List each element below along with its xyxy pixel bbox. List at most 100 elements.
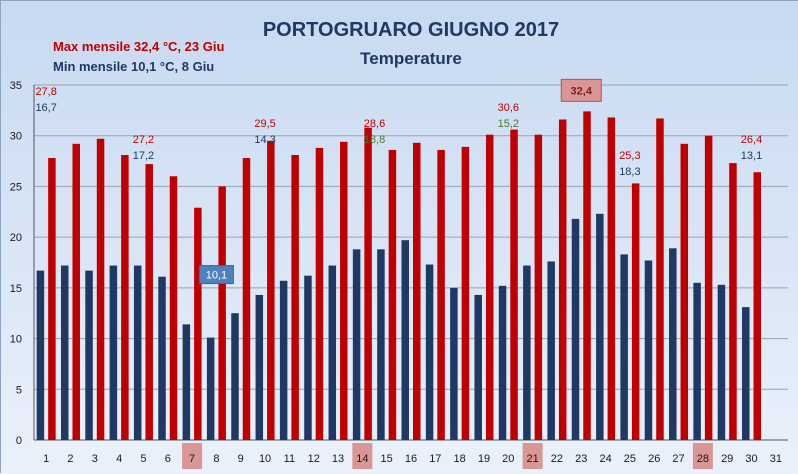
y-tick-label: 0 [16,435,22,447]
min-temperature-bar [279,280,288,440]
x-tick-label: 25 [624,453,636,465]
x-tick-label: 26 [648,453,660,465]
data-label: 28,6 [364,118,385,130]
data-label: 14,3 [254,134,275,146]
x-tick-label: 13 [332,453,344,465]
data-label: 30,6 [498,102,519,114]
max-temperature-bar [607,117,616,440]
max-temperature-bar [96,138,105,440]
x-tick-label: 8 [213,453,219,465]
min-temperature-bar [644,260,653,440]
max-temperature-bar [583,111,591,440]
max-temperature-bar [461,146,470,440]
max-temperature-bar [729,163,737,440]
data-label: 27,8 [35,86,56,98]
min-temperature-bar [547,261,555,440]
min-temperature-bar [474,294,482,440]
max-temperature-bar [631,183,640,440]
max-temperature-bar [291,154,299,440]
x-tick-label: 18 [454,453,466,465]
max-temperature-bar [315,147,324,440]
x-tick-label: 31 [770,453,782,465]
highlight-layer [182,443,713,469]
max-temperature-bar [364,127,372,440]
highlight-day-box [692,443,713,469]
max-temperature-bar [388,149,397,440]
callout-box [560,78,602,102]
data-label: 25,3 [619,150,640,162]
min-temperature-bar [498,285,507,440]
x-tick-label: 1 [43,453,49,465]
x-tick-label: 20 [502,453,514,465]
data-label: 26,4 [741,134,762,146]
x-tick-label: 12 [308,453,320,465]
x-tick-label: 24 [599,453,611,465]
min-temperature-bar [425,264,434,440]
highlight-day-box [522,443,543,469]
x-tick-label: 23 [575,453,587,465]
x-tick-label: 22 [551,453,563,465]
min-temperature-bar [304,275,312,440]
x-tick-label: 29 [721,453,733,465]
max-temperature-bar [169,176,178,441]
callout-label: 10,1 [206,270,227,282]
x-tick-label: 10 [259,453,271,465]
y-tick-label: 30 [10,131,22,143]
max-temperature-bar [510,129,518,440]
min-temperature-bar [620,254,628,440]
x-tick-label: 14 [356,453,368,465]
min-temperature-bar [36,270,45,440]
max-temperature-bar [267,140,275,441]
min-temperature-bar [377,249,385,440]
x-tick-label: 7 [189,453,195,465]
max-temperature-bar [413,142,421,441]
min-temperature-bar [133,265,142,440]
max-temperature-bar [121,154,129,440]
max-temperature-bar [680,143,689,441]
x-tick-label: 6 [165,453,171,465]
data-label: 27,2 [133,134,154,146]
min-temperature-bar [596,213,604,440]
x-tick-label: 28 [697,453,709,465]
x-tick-label: 21 [526,453,538,465]
min-temperature-bar [255,294,264,440]
data-label: 15,2 [498,118,519,130]
max-temperature-bar [437,149,445,440]
max-temperature-bar [218,186,226,440]
x-tick-label: 17 [429,453,441,465]
max-stat-label: Max mensile 32,4 °C, 23 Giu [53,39,224,54]
min-temperature-bar [523,265,531,440]
max-temperature-bar [194,207,202,440]
labels-layer: 27,8 16,7 27,2 17,2 29,5 14,3 28,6 18,8 30,6 15,2… [35,78,762,285]
data-label: 29,5 [254,118,275,130]
min-temperature-bar [206,337,215,440]
min-temperature-bar [231,313,239,440]
max-temperature-bar [48,158,56,440]
max-temperature-bar [242,158,251,440]
data-label: 16,7 [35,102,56,114]
x-tick-label: 19 [478,453,490,465]
data-label: 13,1 [741,150,762,162]
max-temperature-bar [656,118,664,440]
max-temperature-bar [753,172,762,440]
callout-label: 32,4 [571,85,593,97]
data-label: 18,8 [364,134,385,146]
min-temperature-bar [717,284,726,440]
min-temperature-bar [571,218,580,440]
max-temperature-bar [340,141,348,441]
x-tick-label: 4 [116,453,122,465]
min-stat-label: Min mensile 10,1 °C, 8 Giu [53,59,214,74]
max-temperature-bar [145,164,153,440]
x-tick-label: 9 [238,453,244,465]
x-tick-label: 30 [745,453,757,465]
x-tick-label: 11 [284,453,295,465]
data-label: 17,2 [133,150,154,162]
chart-subtitle: Temperature [360,49,462,68]
highlight-day-box [352,443,373,469]
x-tick-label: 15 [381,453,393,465]
min-temperature-bar [669,248,677,440]
y-tick-label: 15 [10,283,22,295]
